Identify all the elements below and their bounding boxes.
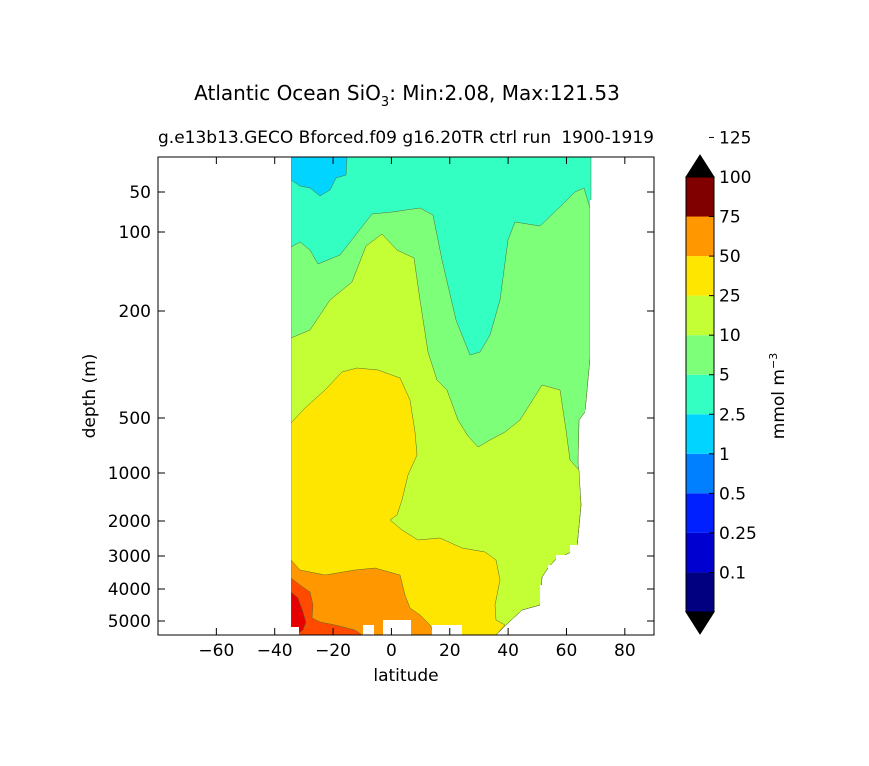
colorbar-band bbox=[686, 414, 714, 454]
x-tick-label: −40 bbox=[257, 641, 293, 661]
x-axis-label: latitude bbox=[373, 666, 438, 686]
colorbar-frame bbox=[685, 176, 715, 613]
y-tick-label: 3000 bbox=[108, 547, 151, 567]
x-axis: −60 −40 −20 0 20 40 60 80 bbox=[198, 157, 636, 661]
x-tick-label: 80 bbox=[614, 641, 636, 661]
colorbar-band bbox=[686, 295, 714, 336]
chart-subtitle-left: g.e13b13.GECO Bforced.f09 g16.20TR ctrl … bbox=[158, 128, 551, 148]
colorbar-band bbox=[686, 453, 714, 494]
colorbar-tick-label: 2.5 bbox=[719, 405, 746, 425]
y-tick-label: 100 bbox=[119, 223, 151, 243]
colorbar-tick-label: 25 bbox=[719, 287, 741, 307]
colorbar-tick-label: 75 bbox=[719, 208, 741, 228]
contour-band-75-100 bbox=[290, 577, 363, 635]
chart-title: Atlantic Ocean SiO3: Min:2.08, Max:121.5… bbox=[194, 81, 620, 110]
colorbar-extend-min bbox=[685, 611, 715, 635]
x-tick-label: −20 bbox=[315, 641, 351, 661]
contour-band-50-75 bbox=[290, 559, 436, 635]
y-tick-label: 1000 bbox=[108, 464, 151, 484]
colorbar-tick-label: 5 bbox=[719, 366, 730, 386]
colorbar-tick-label: 0.5 bbox=[719, 484, 746, 504]
colorbar-band bbox=[686, 216, 714, 257]
y-tick-label: 500 bbox=[119, 409, 151, 429]
plot-area-frame bbox=[157, 156, 655, 636]
y-axis-label: depth (m) bbox=[80, 354, 100, 439]
x-tick-label: 0 bbox=[386, 641, 397, 661]
x-tick-label: 40 bbox=[497, 641, 519, 661]
contour-band-1-2.5 bbox=[290, 157, 348, 197]
contour-band-100-125 bbox=[290, 591, 307, 635]
y-tick-label: 5000 bbox=[108, 612, 151, 632]
bottom-topography bbox=[158, 157, 654, 635]
colorbar-tick-label: 0.1 bbox=[719, 563, 746, 583]
x-tick-label: 20 bbox=[439, 641, 461, 661]
colorbar-tick-label: 125 bbox=[719, 128, 751, 148]
colorbar-tick-label: 50 bbox=[719, 247, 741, 267]
colorbar-band-top bbox=[686, 177, 714, 217]
colorbar-label: mmol m−3 bbox=[767, 353, 789, 439]
y-tick-label: 50 bbox=[129, 183, 151, 203]
colorbar-band bbox=[686, 532, 714, 573]
colorbar-band bbox=[686, 335, 714, 375]
contour-band-25-50 bbox=[290, 367, 506, 635]
x-tick-label: 60 bbox=[556, 641, 578, 661]
colorbar-tick-label: 10 bbox=[719, 326, 741, 346]
contour-field bbox=[158, 157, 654, 635]
y-axis: 50 100 200 500 1000 2000 3000 4000 5000 bbox=[108, 183, 654, 632]
y-tick-label: 4000 bbox=[108, 580, 151, 600]
colorbar: 0.1 0.25 0.5 1 2.5 5 10 25 50 75 100 125 bbox=[685, 128, 757, 635]
y-tick-label: 2000 bbox=[108, 512, 151, 532]
y-tick-label: 200 bbox=[119, 302, 151, 322]
colorbar-band bbox=[686, 256, 714, 296]
chart-subtitle-right: 1900-1919 bbox=[561, 128, 654, 148]
colorbar-tick-label: 0.25 bbox=[719, 524, 757, 544]
x-tick-label: −60 bbox=[198, 641, 234, 661]
colorbar-tick-label: 100 bbox=[719, 168, 751, 188]
colorbar-band bbox=[686, 493, 714, 533]
colorbar-band bbox=[686, 572, 714, 612]
colorbar-tick-label: 1 bbox=[719, 445, 730, 465]
colorbar-extend-max bbox=[685, 154, 715, 178]
colorbar-band bbox=[686, 374, 714, 415]
